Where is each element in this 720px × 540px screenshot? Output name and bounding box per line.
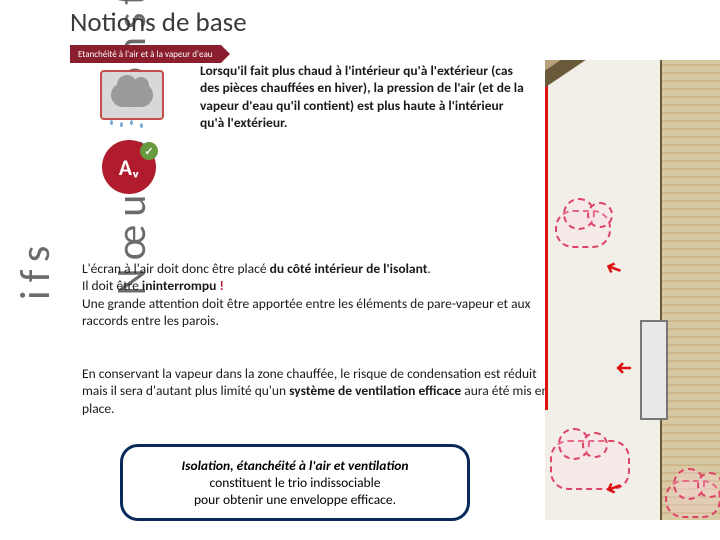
text: L'écran à l'air doit donc être placé bbox=[82, 260, 270, 277]
side-text-sub: ifs bbox=[10, 238, 61, 300]
av-badge-label: Aᵥ bbox=[119, 154, 140, 181]
window-element bbox=[640, 320, 668, 420]
wall-layer bbox=[660, 60, 720, 520]
text-bold: ininterrompu bbox=[142, 277, 216, 294]
raindrop-icon bbox=[120, 122, 123, 127]
raindrop-icon bbox=[140, 123, 143, 128]
airtight-redline bbox=[545, 60, 548, 410]
raindrop-icon bbox=[130, 120, 133, 125]
section-diagram bbox=[545, 60, 720, 520]
callout-box: Isolation, étanchéité à l'air et ventila… bbox=[120, 444, 470, 521]
check-icon: ✓ bbox=[140, 142, 158, 160]
callout-line2: constituent le trio indissociable bbox=[210, 474, 381, 491]
airflow-arrow-icon bbox=[615, 360, 631, 376]
page-title: Notions de base bbox=[70, 6, 247, 39]
paragraph-2: L'écran à l'air doit donc être placé du … bbox=[82, 260, 552, 329]
callout-line1: Isolation, étanchéité à l'air et ventila… bbox=[182, 457, 409, 474]
ribbon-label: Etanchéité à l'air et à la vapeur d'eau bbox=[70, 45, 221, 63]
moisture-icon bbox=[100, 70, 164, 120]
moisture-cloud-icon bbox=[555, 210, 611, 248]
paragraph-3: En conservant la vapeur dans la zone cha… bbox=[82, 365, 562, 417]
text-bold: du côté intérieur de l'isolant bbox=[270, 260, 428, 277]
text: . bbox=[427, 260, 430, 277]
text-bold: système de ventilation efficace bbox=[289, 382, 461, 399]
text: Une grande attention doit être apportée … bbox=[82, 295, 531, 329]
airflow-arrow-icon bbox=[603, 258, 624, 279]
paragraph-1: Lorsqu'il fait plus chaud à l'intérieur … bbox=[200, 62, 530, 131]
raindrop-icon bbox=[110, 120, 113, 125]
cloud-icon bbox=[111, 83, 153, 107]
text-exclaim: ! bbox=[219, 277, 223, 294]
callout-line3: pour obtenir une enveloppe efficace. bbox=[194, 491, 396, 508]
av-badge: Aᵥ ✓ bbox=[102, 140, 156, 194]
moisture-cloud-icon bbox=[665, 480, 720, 518]
ribbon: Etanchéité à l'air et à la vapeur d'eau bbox=[70, 44, 260, 64]
text: Il doit être bbox=[82, 277, 142, 294]
